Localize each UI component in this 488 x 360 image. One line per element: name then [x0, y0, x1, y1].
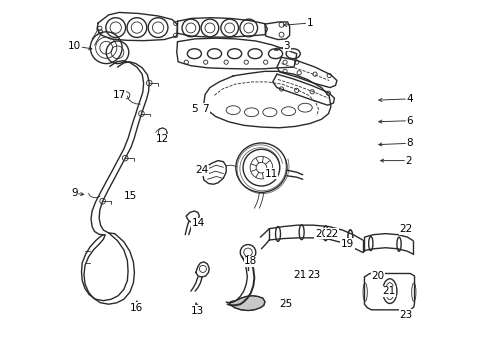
Polygon shape [229, 296, 264, 311]
Text: 20: 20 [370, 271, 384, 281]
Text: 16: 16 [130, 303, 143, 313]
Text: 13: 13 [191, 306, 204, 315]
Text: 12: 12 [156, 134, 169, 144]
Text: 14: 14 [192, 218, 205, 228]
Text: 15: 15 [124, 191, 137, 201]
Text: 17: 17 [112, 90, 125, 100]
Text: 8: 8 [406, 138, 412, 148]
Text: 18: 18 [244, 256, 257, 266]
Text: 7: 7 [202, 104, 208, 114]
Text: 24: 24 [194, 165, 208, 175]
Text: 4: 4 [406, 94, 412, 104]
Text: 2: 2 [405, 156, 411, 166]
Text: 22: 22 [399, 224, 412, 234]
Text: 6: 6 [406, 116, 412, 126]
Text: 25: 25 [279, 299, 292, 309]
Text: 21: 21 [381, 286, 394, 296]
Text: 19: 19 [340, 239, 353, 248]
Text: 22: 22 [325, 229, 338, 239]
Text: 10: 10 [68, 41, 81, 51]
Text: 23: 23 [399, 310, 412, 320]
Text: 21: 21 [293, 270, 306, 280]
Text: 5: 5 [191, 104, 197, 114]
Text: 23: 23 [307, 270, 320, 280]
Text: 3: 3 [283, 41, 289, 51]
Text: 1: 1 [306, 18, 312, 28]
Text: 11: 11 [264, 168, 277, 179]
Text: 9: 9 [71, 188, 78, 198]
Text: 20: 20 [314, 229, 327, 239]
